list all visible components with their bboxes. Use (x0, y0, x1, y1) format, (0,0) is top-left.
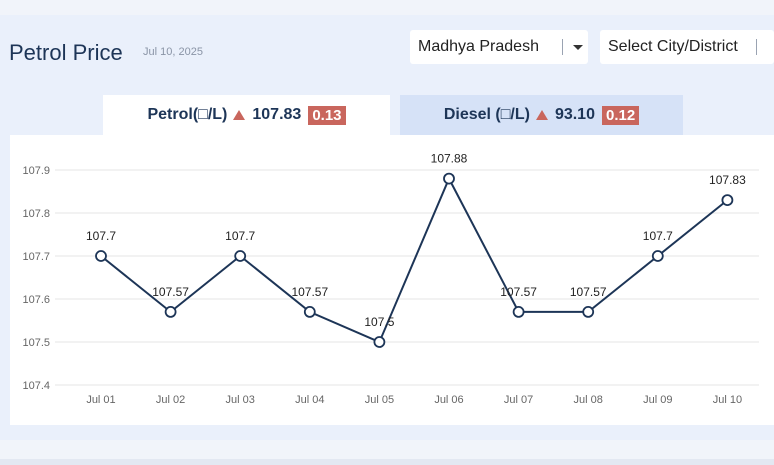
data-label: 107.57 (152, 285, 189, 299)
data-label: 107.7 (643, 229, 673, 243)
y-tick-label: 107.7 (22, 251, 50, 263)
y-tick-label: 107.9 (22, 165, 50, 177)
x-tick-label: Jul 02 (156, 394, 185, 406)
x-tick-label: Jul 03 (226, 394, 255, 406)
x-tick-label: Jul 06 (434, 394, 463, 406)
x-tick-label: Jul 09 (643, 394, 672, 406)
x-tick-label: Jul 04 (295, 394, 324, 406)
data-point (582, 305, 595, 318)
data-point (234, 250, 247, 262)
data-point (164, 305, 177, 318)
data-label: 107.57 (500, 285, 537, 299)
x-tick-label: Jul 10 (713, 394, 742, 406)
page-title: Petrol Price (9, 40, 123, 65)
data-label: 107.83 (709, 173, 746, 187)
y-tick-label: 107.4 (22, 380, 50, 392)
data-point (512, 305, 525, 318)
tab-petrol-change-badge: 0.13 (308, 105, 346, 125)
data-point (95, 250, 107, 262)
data-point (373, 336, 386, 348)
state-select[interactable]: Madhya Pradesh (410, 30, 588, 64)
data-label: 107.57 (570, 285, 607, 299)
city-select-value: Select City/District (608, 38, 738, 55)
y-tick-label: 107.6 (22, 294, 50, 306)
chevron-down-icon[interactable] (573, 45, 583, 50)
data-point (721, 194, 734, 206)
price-chart: 107.4 107.5 107.6 107.7 107.8 107.9 Jul 01 Jul … (10, 135, 774, 425)
data-point (651, 250, 664, 262)
y-tick-label: 107.8 (22, 208, 50, 220)
x-tick-label: Jul 01 (86, 394, 115, 406)
state-select-divider (562, 39, 563, 55)
tab-petrol-price: 107.83 (252, 106, 302, 123)
tab-diesel[interactable]: Diesel (□/L) 93.10 0.12 (400, 95, 683, 135)
price-up-icon (233, 110, 246, 120)
x-tick-label: Jul 05 (365, 394, 394, 406)
data-label: 107.5 (364, 315, 394, 329)
y-tick-label: 107.5 (22, 337, 50, 349)
tab-petrol[interactable]: Petrol(□/L) 107.83 0.13 (103, 95, 390, 135)
price-chart-svg: 107.4 107.5 107.6 107.7 107.8 107.9 Jul 01 Jul … (22, 152, 759, 406)
series-line (100, 176, 729, 344)
data-label: 107.88 (431, 152, 468, 166)
data-point (443, 172, 455, 185)
x-tick-label: Jul 07 (504, 394, 533, 406)
tab-diesel-price: 93.10 (554, 106, 595, 123)
tab-diesel-label: Diesel (□/L) (443, 106, 530, 123)
next-section-edge (0, 459, 774, 465)
tab-diesel-change-badge: 0.12 (601, 105, 640, 125)
state-select-value: Madhya Pradesh (418, 38, 539, 55)
city-select-divider (756, 39, 757, 55)
price-up-icon (535, 110, 548, 120)
data-point (303, 305, 316, 318)
tab-petrol-label: Petrol(□/L) (147, 106, 228, 123)
data-label: 107.57 (291, 285, 328, 299)
x-tick-label: Jul 08 (574, 394, 603, 406)
price-date: Jul 10, 2025 (143, 46, 203, 58)
data-label: 107.7 (225, 229, 255, 243)
data-label: 107.7 (86, 229, 116, 243)
city-select[interactable]: Select City/District (600, 30, 774, 64)
